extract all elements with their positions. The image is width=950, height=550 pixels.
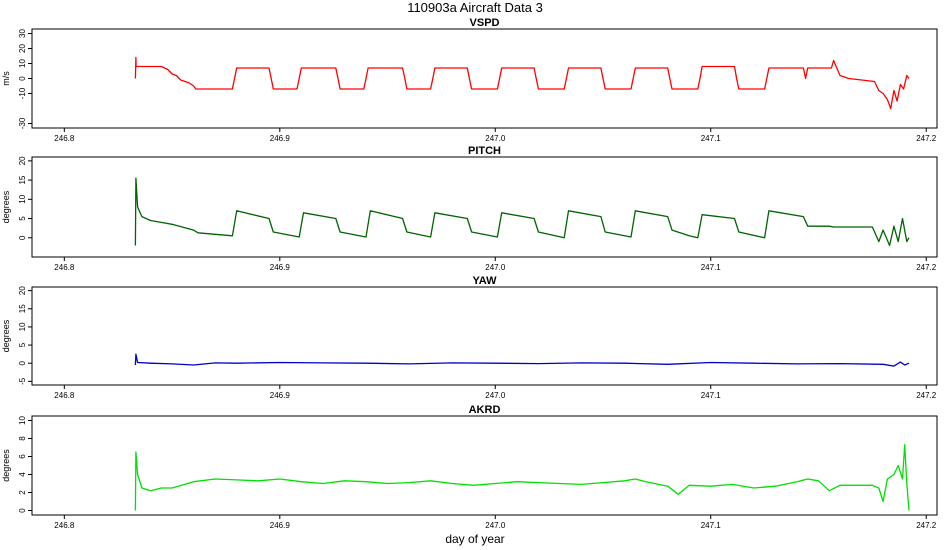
plot-frame bbox=[31, 286, 938, 386]
y-tick-label: 0 bbox=[18, 76, 27, 81]
x-tick-label: 247.2 bbox=[916, 263, 937, 272]
y-tick-label: 20 bbox=[18, 286, 27, 295]
series-line-yaw bbox=[134, 353, 910, 367]
x-tick-label: 247.1 bbox=[701, 521, 722, 530]
panel-title: PITCH bbox=[468, 145, 501, 157]
x-tick-label: 246.8 bbox=[54, 134, 75, 143]
series-line-pitch bbox=[134, 177, 910, 247]
y-tick-label: 0 bbox=[18, 508, 27, 513]
x-tick-label: 246.8 bbox=[54, 263, 75, 272]
panel-yaw: YAW degrees 246.8 246.9 247.0 247.1 247.2 20 15 1… bbox=[1, 275, 938, 400]
y-axis-label: degrees bbox=[1, 449, 11, 482]
series-line-vspd bbox=[134, 56, 910, 110]
plot-frame bbox=[31, 415, 938, 516]
y-tick-label: 5 bbox=[18, 342, 27, 347]
x-tick-label: 247.0 bbox=[485, 521, 506, 530]
panel-vspd: VSPD m/s 246.8 246.9 247.0 247.1 247.2 30 20 10 0 -… bbox=[1, 17, 938, 143]
y-tick-label: 4 bbox=[18, 472, 27, 477]
x-tick-label: 247.1 bbox=[701, 134, 722, 143]
y-tick-label: 10 bbox=[18, 194, 27, 203]
x-tick-label: 247.2 bbox=[916, 521, 937, 530]
y-tick-label: 2 bbox=[18, 490, 27, 495]
x-tick-label: 247.0 bbox=[485, 263, 506, 272]
x-tick-label: 247.2 bbox=[916, 391, 937, 400]
y-tick-label: 6 bbox=[18, 454, 27, 459]
panel-title: AKRD bbox=[469, 404, 501, 416]
y-axis-label: m/s bbox=[1, 71, 11, 86]
x-tick-label: 246.9 bbox=[270, 134, 291, 143]
y-tick-label: -10 bbox=[18, 87, 27, 99]
y-tick-label: 20 bbox=[18, 156, 27, 165]
y-tick-label: 10 bbox=[18, 322, 27, 331]
y-tick-label: -5 bbox=[18, 377, 27, 385]
x-tick-label: 247.0 bbox=[485, 134, 506, 143]
x-tick-label: 247.0 bbox=[485, 391, 506, 400]
x-tick-label: 247.2 bbox=[916, 134, 937, 143]
x-tick-label: 246.9 bbox=[270, 391, 291, 400]
y-axis-label: degrees bbox=[1, 190, 11, 223]
plot-frame bbox=[31, 28, 938, 129]
y-tick-label: -30 bbox=[18, 117, 27, 129]
x-tick-label: 246.8 bbox=[54, 521, 75, 530]
x-tick-label: 246.9 bbox=[270, 263, 291, 272]
y-tick-label: 5 bbox=[18, 216, 27, 221]
figure-title: 110903a Aircraft Data 3 bbox=[407, 0, 543, 15]
panel-title: YAW bbox=[472, 275, 497, 287]
x-tick-label: 246.8 bbox=[54, 391, 75, 400]
series-line-akrd bbox=[134, 444, 910, 511]
x-tick-label: 246.9 bbox=[270, 521, 291, 530]
y-tick-label: 20 bbox=[18, 44, 27, 53]
y-tick-label: 15 bbox=[18, 175, 27, 184]
y-tick-label: 0 bbox=[18, 235, 27, 240]
y-tick-label: 10 bbox=[18, 59, 27, 68]
y-tick-label: 0 bbox=[18, 360, 27, 365]
plot-frame bbox=[31, 156, 938, 258]
y-tick-label: 30 bbox=[18, 29, 27, 38]
x-axis-label: day of year bbox=[445, 532, 504, 546]
panel-akrd: AKRD degrees 246.8 246.9 247.0 247.1 247.2 10 8 6… bbox=[1, 404, 938, 530]
x-tick-label: 247.1 bbox=[701, 391, 722, 400]
panel-title: VSPD bbox=[470, 17, 500, 29]
y-tick-label: 8 bbox=[18, 436, 27, 441]
x-tick-label: 247.1 bbox=[701, 263, 722, 272]
y-tick-label: 10 bbox=[18, 416, 27, 425]
panel-pitch: PITCH degrees 246.8 246.9 247.0 247.1 247.2 20 1… bbox=[1, 145, 938, 272]
y-axis-label: degrees bbox=[1, 319, 11, 352]
y-tick-label: 15 bbox=[18, 304, 27, 313]
